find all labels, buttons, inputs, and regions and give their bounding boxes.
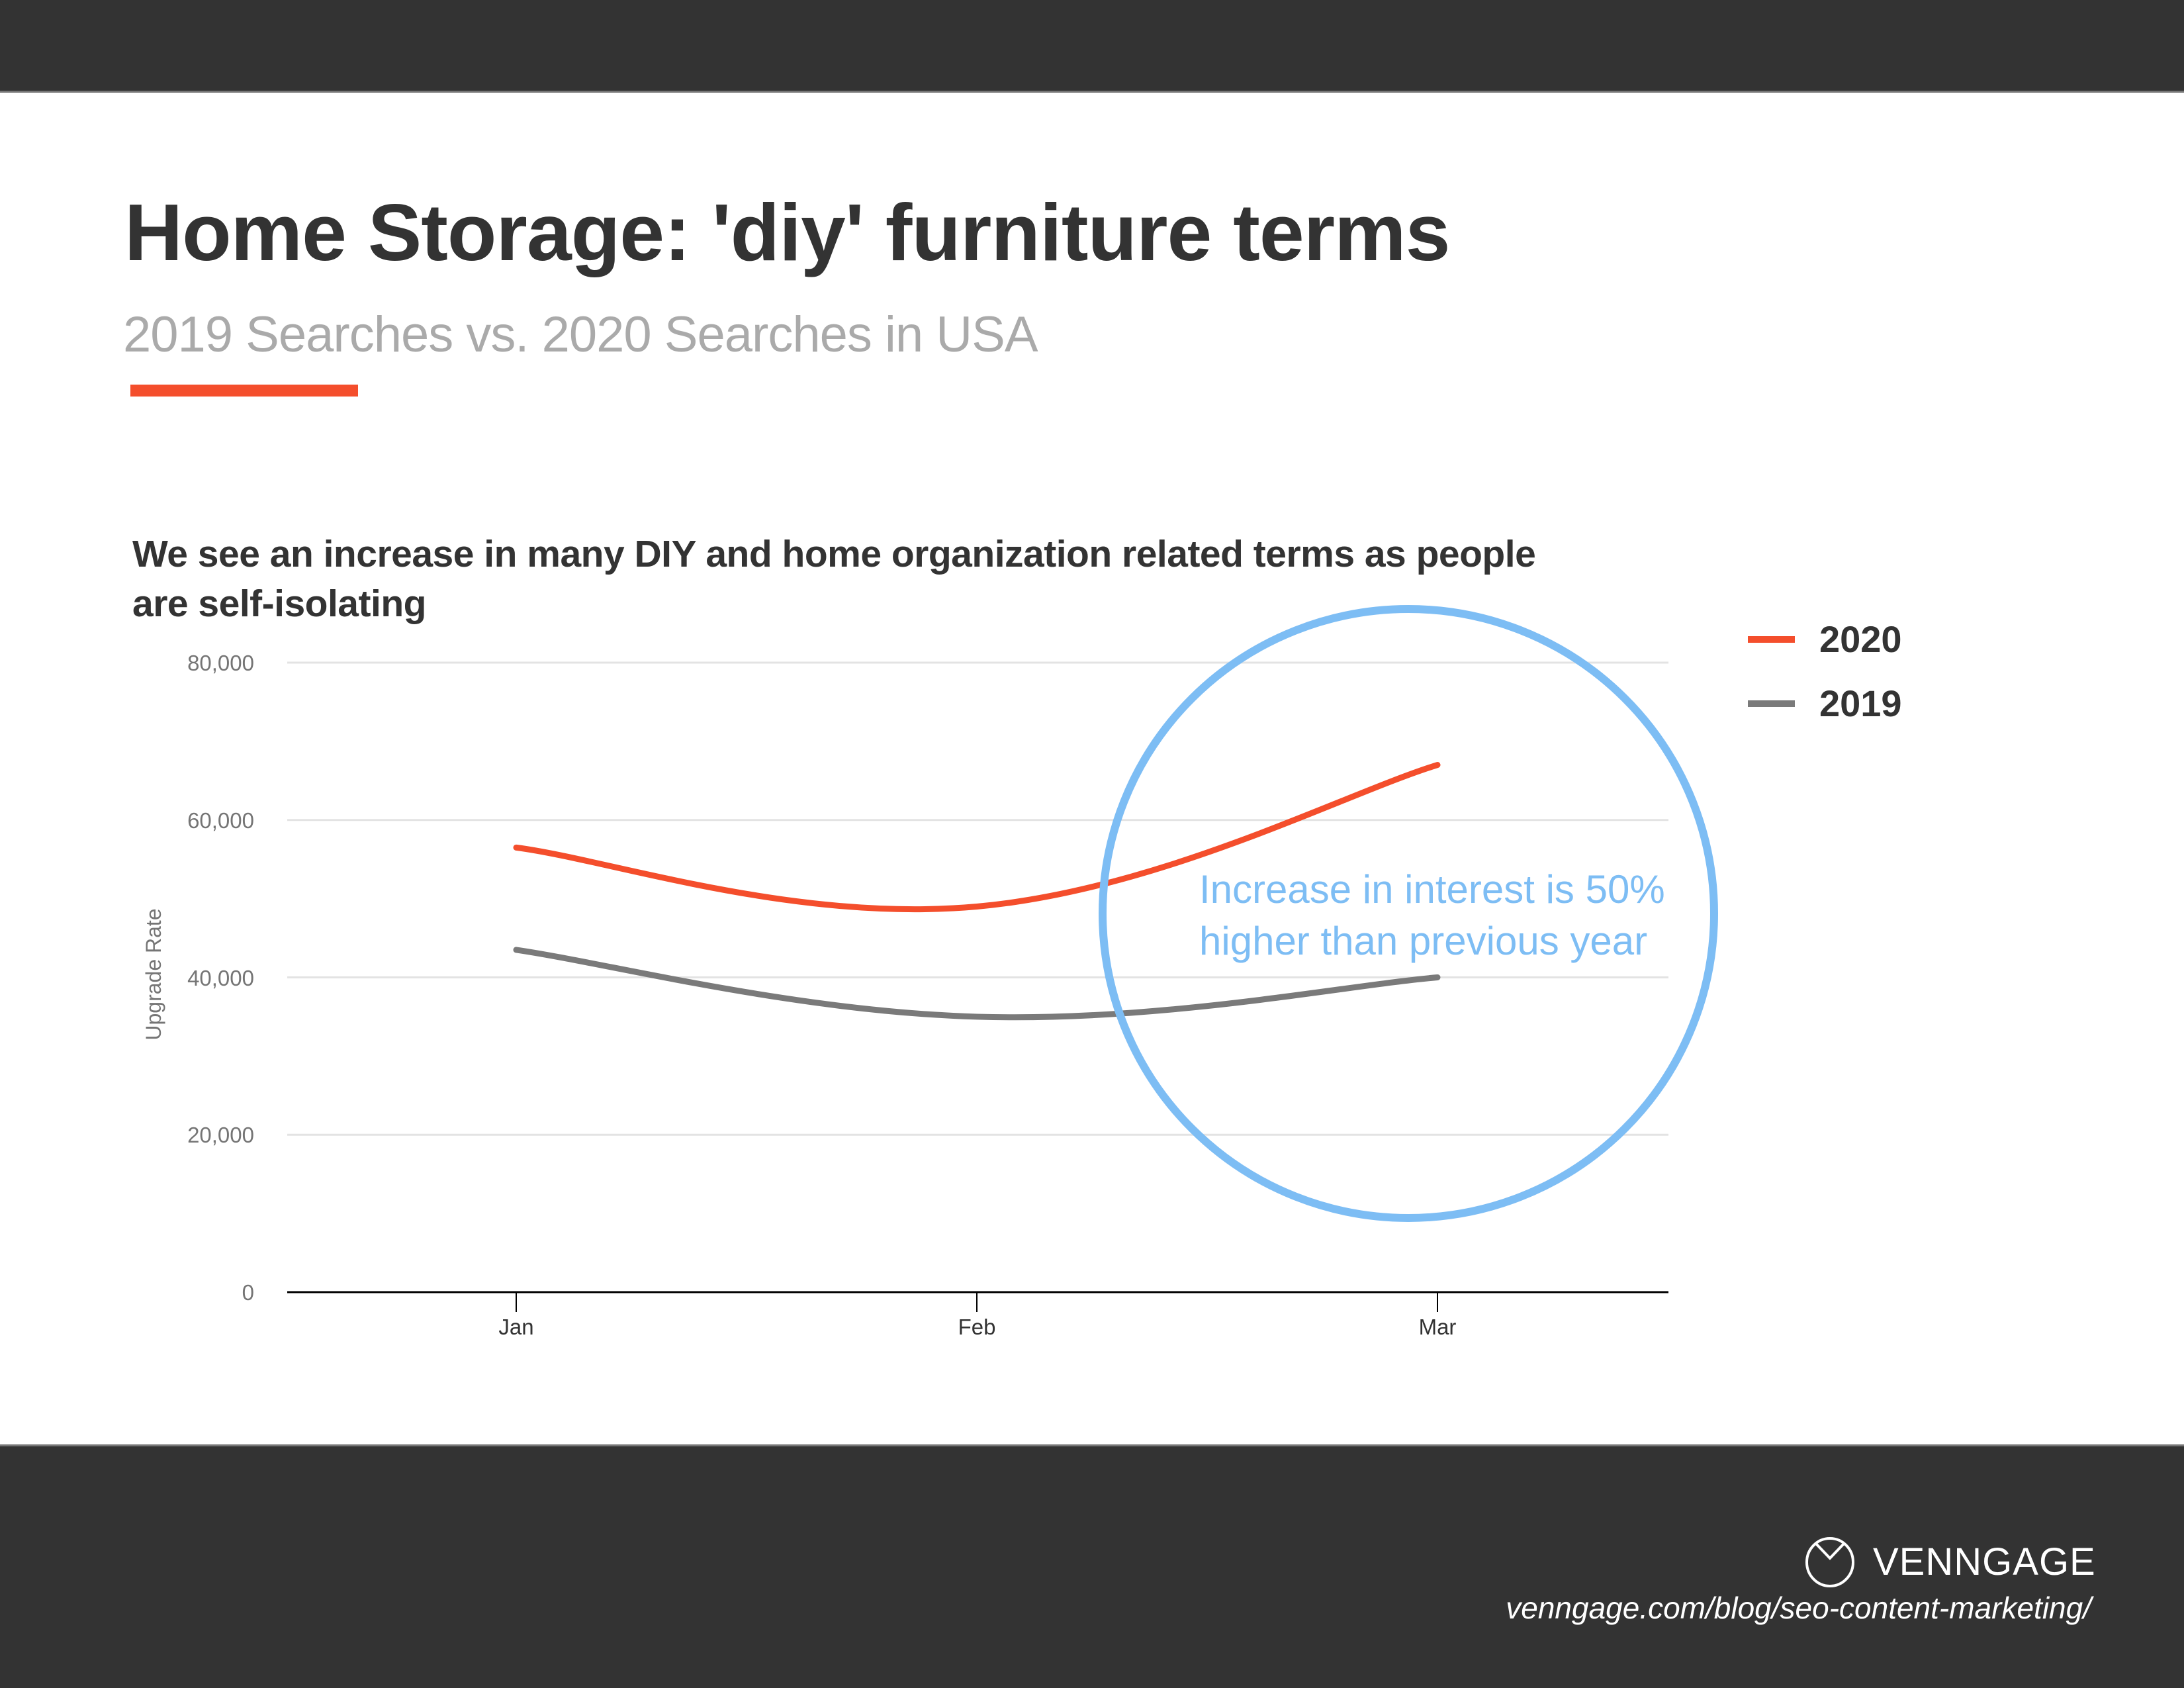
y-tick-label: 40,000 — [187, 965, 254, 990]
y-tick-label: 80,000 — [187, 651, 254, 675]
y-axis-label: Upgrade Rate — [142, 908, 165, 1041]
chart-description-line-2: are self-isolating — [132, 583, 426, 625]
source-url-link[interactable]: venngage.com/blog/seo-content-marketing/ — [1506, 1591, 2091, 1625]
chart-description: We see an increase in many DIY and home … — [132, 530, 1655, 629]
legend-label-2020: 2020 — [1819, 618, 1902, 660]
brand-logo[interactable]: VENNGAGE — [1804, 1536, 2096, 1589]
page-subtitle: 2019 Searches vs. 2020 Searches in USA — [123, 306, 1038, 363]
y-tick-label: 0 — [242, 1280, 254, 1305]
venngage-logo-icon — [1805, 1537, 1854, 1587]
legend-swatch-2020 — [1748, 636, 1795, 643]
top-bar — [0, 0, 2184, 93]
legend-swatch-2019 — [1748, 700, 1795, 707]
series-line-2019 — [513, 947, 1441, 1021]
series-line-2020 — [513, 762, 1441, 913]
legend-item-2019: 2019 — [1748, 685, 1902, 722]
brand-name: VENNGAGE — [1873, 1540, 2096, 1583]
accent-divider — [130, 385, 358, 397]
x-axis-ticks — [516, 1292, 1438, 1312]
series-lines — [513, 762, 1441, 1021]
annotation-text: Increase in interest is 50% higher than … — [1199, 864, 1665, 967]
legend-item-2020: 2020 — [1748, 621, 1902, 658]
legend-label-2019: 2019 — [1819, 682, 1902, 724]
annotation-line-1: Increase in interest is 50% — [1199, 867, 1665, 912]
annotation-line-2: higher than previous year — [1199, 919, 1648, 963]
x-tick-label: Feb — [958, 1315, 996, 1339]
x-tick-label: Jan — [498, 1315, 534, 1339]
y-tick-label: 20,000 — [187, 1123, 254, 1148]
chart-description-line-1: We see an increase in many DIY and home … — [132, 533, 1536, 575]
footer-bar — [0, 1444, 2184, 1688]
page-title: Home Storage: 'diy' furniture terms — [124, 187, 1450, 277]
x-tick-label: Mar — [1418, 1315, 1457, 1339]
highlight-circle — [1099, 605, 1718, 1222]
y-tick-label: 60,000 — [187, 808, 254, 833]
